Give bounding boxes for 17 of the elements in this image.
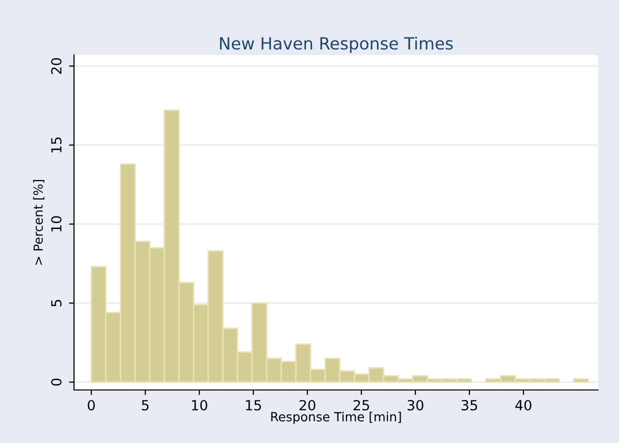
y-tick-label: 5 (51, 300, 62, 306)
y-axis-title: > Percent [%] (33, 180, 44, 265)
y-tick-label: 0 (51, 378, 62, 386)
y-tick-label: 15 (51, 137, 62, 152)
x-tick-label: 10 (192, 400, 208, 410)
x-tick-label: 25 (354, 400, 370, 410)
x-tick-label: 30 (408, 400, 424, 410)
x-axis-title: Response Time [min] (271, 412, 401, 424)
x-tick-label: 15 (246, 400, 261, 410)
y-tick-label: 10 (51, 216, 62, 232)
x-tick-label: 0 (88, 400, 95, 410)
x-tick-label: 35 (462, 400, 478, 410)
chart-title: New Haven Response Times (220, 36, 453, 53)
x-tick-label: 5 (142, 400, 149, 410)
x-tick-label: 20 (300, 400, 316, 410)
y-tick-label: 20 (51, 58, 62, 74)
x-tick-label: 40 (515, 400, 532, 410)
